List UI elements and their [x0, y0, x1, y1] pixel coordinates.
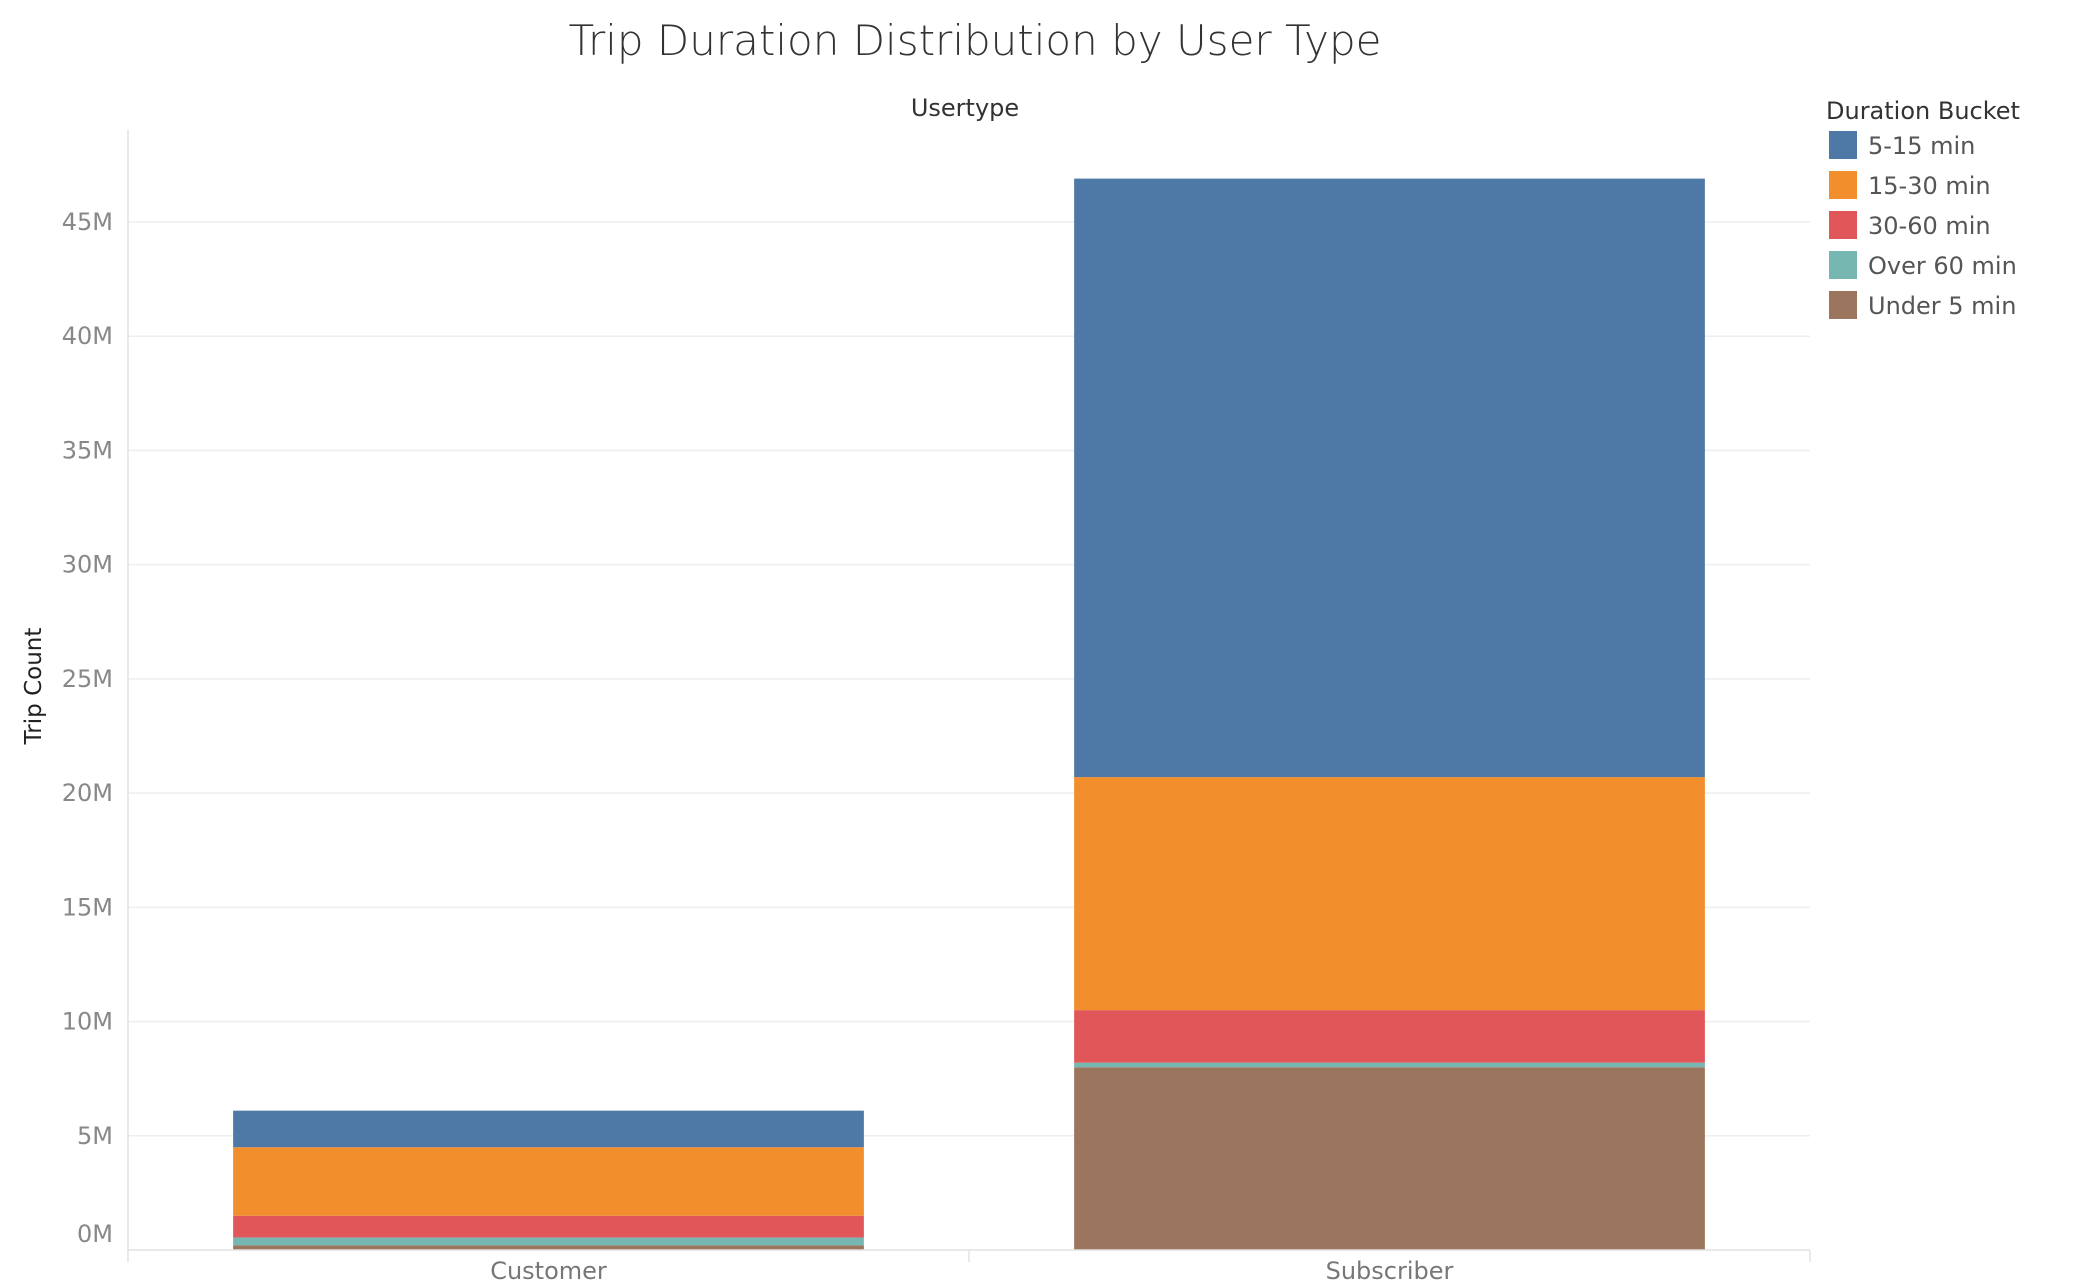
bar-segment-customer-5-15-min[interactable]: [233, 1110, 864, 1148]
legend-entry-label: 15-30 min: [1868, 172, 1991, 200]
x-axis-ticks: Customer Subscriber: [490, 1257, 1453, 1285]
x-tick-label: Subscriber: [1326, 1257, 1454, 1285]
bar-segment-customer-over-60-min[interactable]: [233, 1237, 864, 1246]
legend: 5-15 min 15-30 min 30-60 min Over 60 min Und…: [1829, 131, 2017, 320]
y-tick-label: 30M: [62, 551, 113, 579]
y-axis-label: Trip Count: [21, 628, 47, 746]
chart-title: Trip Duration Distribution by User Type: [569, 16, 1382, 65]
bar-segment-customer-15-30-min[interactable]: [233, 1147, 864, 1216]
y-tick-label: 15M: [62, 893, 113, 921]
legend-entry-label: 30-60 min: [1868, 212, 1991, 240]
legend-swatch: [1829, 211, 1857, 239]
x-tick-label: Customer: [490, 1257, 607, 1285]
y-tick-label: 0M: [77, 1220, 113, 1248]
bar-segment-subscriber-under-5-min[interactable]: [1074, 1067, 1705, 1250]
y-tick-label: 45M: [62, 208, 113, 236]
x-axis: [127, 1249, 1811, 1262]
legend-title: Duration Bucket: [1826, 97, 2020, 125]
y-tick-label: 25M: [62, 665, 113, 693]
y-axis-ticks: 0M 5M 10M 15M 20M 25M 30M 35M 40M 45M: [62, 208, 113, 1248]
legend-entry-label: Over 60 min: [1868, 252, 2017, 280]
bar-segment-customer-under-5-min[interactable]: [233, 1245, 864, 1250]
legend-swatch: [1829, 131, 1857, 159]
legend-swatch: [1829, 251, 1857, 279]
bar-segment-subscriber-over-60-min[interactable]: [1074, 1062, 1705, 1068]
facet-header: Usertype: [911, 94, 1019, 122]
bar-segment-subscriber-30-60-min[interactable]: [1074, 1010, 1705, 1063]
y-tick-label: 10M: [62, 1008, 113, 1036]
bar-segment-customer-30-60-min[interactable]: [233, 1215, 864, 1238]
y-tick-label: 20M: [62, 779, 113, 807]
gridlines: [127, 130, 1810, 1250]
legend-entry-label: 5-15 min: [1868, 132, 1975, 160]
y-tick-label: 5M: [77, 1122, 113, 1150]
legend-swatch: [1829, 291, 1857, 319]
bar-segment-subscriber-15-30-min[interactable]: [1074, 777, 1705, 1011]
bar-segment-subscriber-5-15-min[interactable]: [1074, 178, 1705, 778]
bars: [233, 178, 1705, 1250]
legend-swatch: [1829, 171, 1857, 199]
y-tick-label: 35M: [62, 436, 113, 464]
y-tick-label: 40M: [62, 322, 113, 350]
legend-entry-label: Under 5 min: [1868, 292, 2016, 320]
